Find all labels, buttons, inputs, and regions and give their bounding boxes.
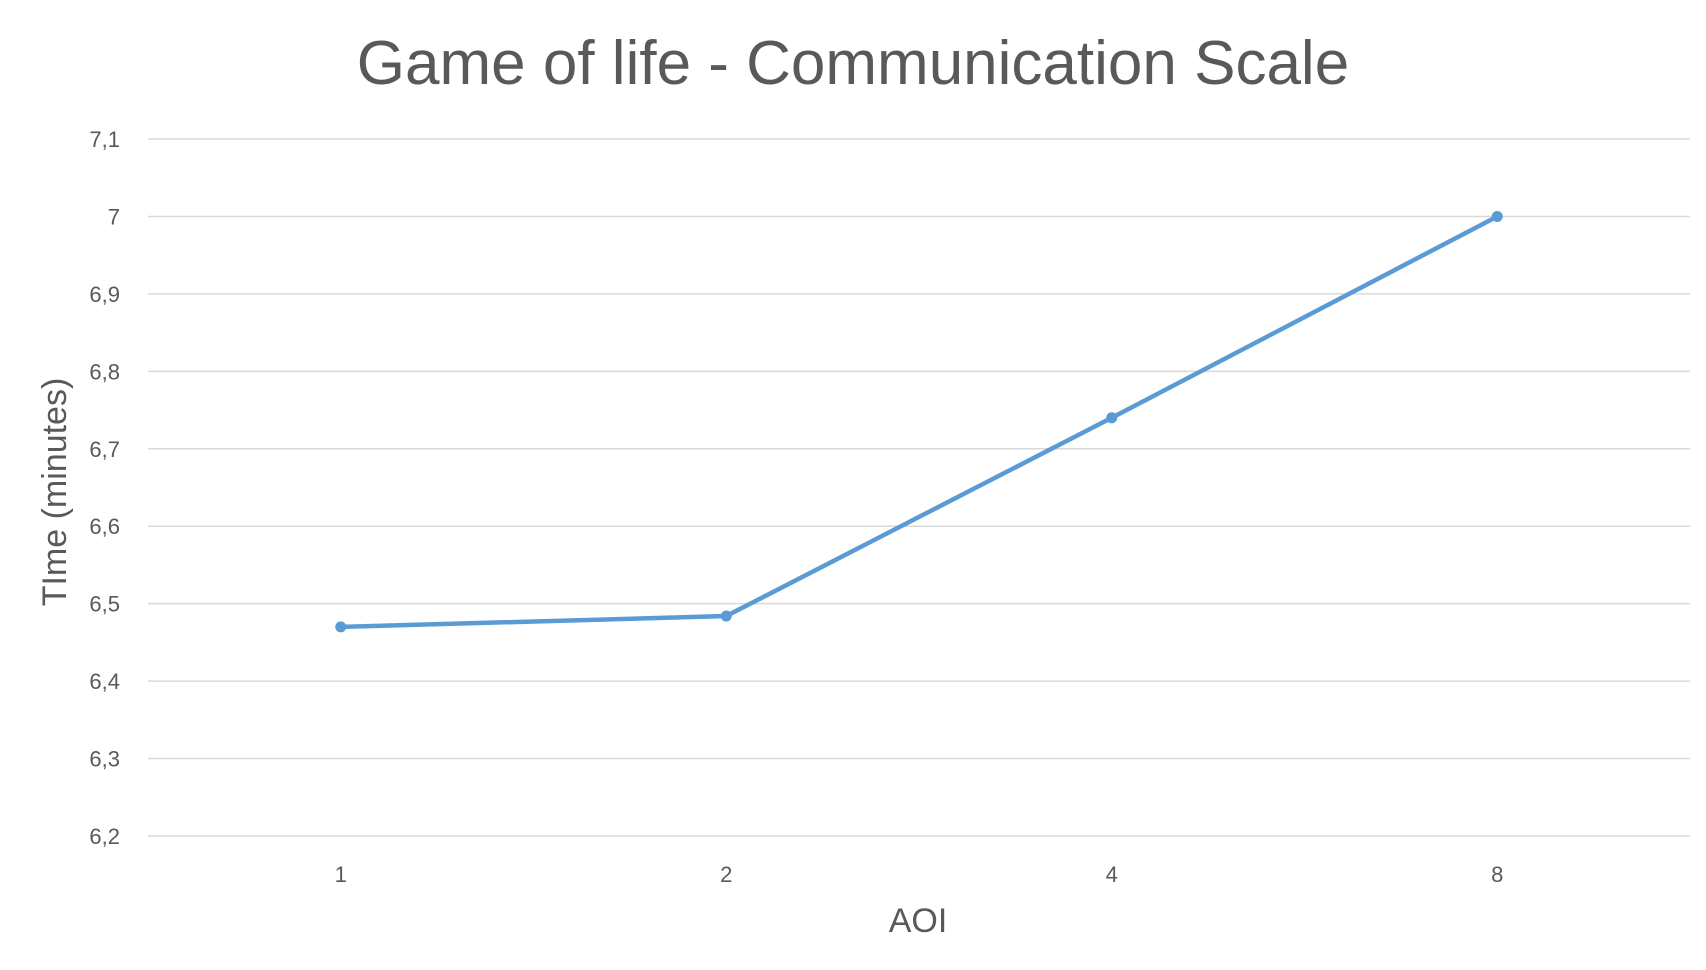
chart-title: Game of life - Communication Scale <box>357 29 1349 98</box>
x-axis-title: AOI <box>889 902 948 940</box>
x-axis-tick-labels: 1 2 4 8 <box>335 862 1504 887</box>
y-tick-label: 7,1 <box>89 127 120 152</box>
data-point <box>720 610 732 622</box>
x-tick-label: 2 <box>720 862 732 887</box>
series-line <box>338 214 1500 630</box>
y-tick-label: 6,8 <box>89 359 120 384</box>
y-tick-label: 6,4 <box>89 669 120 694</box>
y-tick-label: 7 <box>108 204 120 229</box>
y-tick-label: 6,3 <box>89 747 120 772</box>
data-point <box>1106 412 1118 424</box>
y-tick-label: 6,9 <box>89 282 120 307</box>
y-tick-label: 6,6 <box>89 514 120 539</box>
y-tick-label: 6,2 <box>89 824 120 849</box>
data-point <box>1491 210 1503 222</box>
series-layer <box>335 210 1503 633</box>
x-tick-label: 8 <box>1491 862 1503 887</box>
x-tick-label: 4 <box>1106 862 1118 887</box>
y-tick-label: 6,5 <box>89 592 120 617</box>
y-axis-title: TIme (minutes) <box>36 378 74 607</box>
gridlines <box>148 138 1690 837</box>
data-point <box>335 621 347 633</box>
y-tick-label: 6,7 <box>89 437 120 462</box>
y-axis-tick-labels: 6,2 6,3 6,4 6,5 6,6 6,7 6,8 6,9 7 7,1 <box>89 127 120 849</box>
x-tick-label: 1 <box>335 862 347 887</box>
